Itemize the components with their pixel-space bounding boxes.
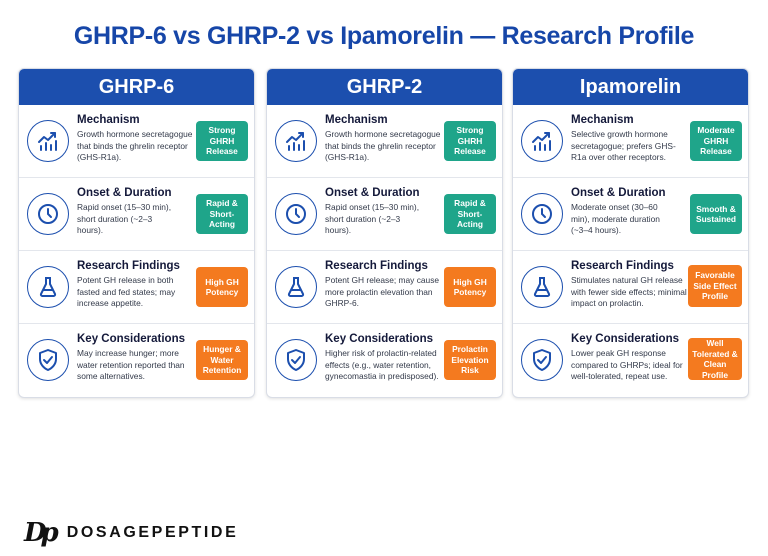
chart-growth-icon: [27, 120, 69, 162]
row-title: Research Findings: [77, 260, 180, 272]
row-description: Lower peak GH response compared to GHRPs…: [571, 348, 683, 382]
clock-icon: [275, 193, 317, 235]
row-description: Higher risk of prolactin-related effects…: [325, 348, 439, 382]
row-onset-duration: Onset & Duration Rapid onset (15–30 min)…: [19, 178, 254, 251]
badge: High GH Potency: [444, 267, 496, 307]
row-title: Key Considerations: [77, 333, 185, 345]
row-title: Key Considerations: [325, 333, 433, 345]
row-title: Research Findings: [571, 260, 674, 272]
column-ghrp6: GHRP-6 Mechanism Growth hormone secretag…: [18, 68, 255, 398]
row-description: May increase hunger; more water retentio…: [77, 348, 185, 382]
shield-check-icon: [521, 339, 563, 381]
row-key-considerations: Key Considerations Lower peak GH respons…: [513, 324, 748, 397]
logo-mark: Dp: [24, 518, 59, 548]
badge: Strong GHRH Release: [196, 121, 248, 161]
logo-text: DOSAGEPEPTIDE: [66, 524, 239, 541]
row-title: Research Findings: [325, 260, 428, 272]
clock-icon: [27, 193, 69, 235]
row-description: Potent GH release in both fasted and fed…: [77, 275, 176, 309]
flask-icon: [521, 266, 563, 308]
row-description: Growth hormone secretagogue that binds t…: [325, 129, 441, 163]
column-header: GHRP-6: [19, 69, 254, 105]
badge: Strong GHRH Release: [444, 121, 496, 161]
row-key-considerations: Key Considerations Higher risk of prolac…: [267, 324, 502, 397]
row-onset-duration: Onset & Duration Moderate onset (30–60 m…: [513, 178, 748, 251]
column-header: GHRP-2: [267, 69, 502, 105]
badge: High GH Potency: [196, 267, 248, 307]
row-description: Rapid onset (15–30 min), short duration …: [77, 202, 172, 236]
row-title: Mechanism: [571, 114, 634, 126]
row-research-findings: Research Findings Potent GH release in b…: [19, 251, 254, 324]
row-title: Key Considerations: [571, 333, 679, 345]
row-title: Onset & Duration: [571, 187, 666, 199]
badge: Hunger & Water Retention: [196, 340, 248, 380]
badge: Moderate GHRH Release: [690, 121, 742, 161]
page-title: GHRP-6 vs GHRP-2 vs Ipamorelin — Researc…: [73, 22, 695, 50]
row-description: Rapid onset (15–30 min), short duration …: [325, 202, 420, 236]
row-research-findings: Research Findings Potent GH release; may…: [267, 251, 502, 324]
row-description: Stimulates natural GH release with fewer…: [571, 275, 687, 309]
row-onset-duration: Onset & Duration Rapid onset (15–30 min)…: [267, 178, 502, 251]
shield-check-icon: [275, 339, 317, 381]
clock-icon: [521, 193, 563, 235]
badge: Favorable Side Effect Profile: [688, 265, 742, 307]
chart-growth-icon: [521, 120, 563, 162]
row-description: Selective growth hormone secretagogue; p…: [571, 129, 676, 163]
row-mechanism: Mechanism Growth hormone secretagogue th…: [19, 105, 254, 178]
column-header: Ipamorelin: [513, 69, 748, 105]
row-key-considerations: Key Considerations May increase hunger; …: [19, 324, 254, 397]
brand-logo: Dp DOSAGEPEPTIDE: [24, 520, 238, 546]
row-mechanism: Mechanism Selective growth hormone secre…: [513, 105, 748, 178]
row-title: Onset & Duration: [77, 187, 172, 199]
badge: Smooth & Sustained: [690, 194, 742, 234]
column-ghrp2: GHRP-2 Mechanism Growth hormone secretag…: [266, 68, 503, 398]
column-ipamorelin: Ipamorelin Mechanism Selective growth ho…: [512, 68, 749, 398]
flask-icon: [27, 266, 69, 308]
row-title: Mechanism: [77, 114, 140, 126]
flask-icon: [275, 266, 317, 308]
badge: Prolactin Elevation Risk: [444, 340, 496, 380]
badge: Well Tolerated & Clean Profile: [688, 338, 742, 380]
row-description: Potent GH release; may cause more prolac…: [325, 275, 440, 309]
row-description: Moderate onset (30–60 min), moderate dur…: [571, 202, 660, 236]
row-title: Mechanism: [325, 114, 388, 126]
row-title: Onset & Duration: [325, 187, 420, 199]
badge: Rapid & Short-Acting: [444, 194, 496, 234]
badge: Rapid & Short-Acting: [196, 194, 248, 234]
row-description: Growth hormone secretagogue that binds t…: [77, 129, 193, 163]
row-mechanism: Mechanism Growth hormone secretagogue th…: [267, 105, 502, 178]
chart-growth-icon: [275, 120, 317, 162]
shield-check-icon: [27, 339, 69, 381]
row-research-findings: Research Findings Stimulates natural GH …: [513, 251, 748, 324]
